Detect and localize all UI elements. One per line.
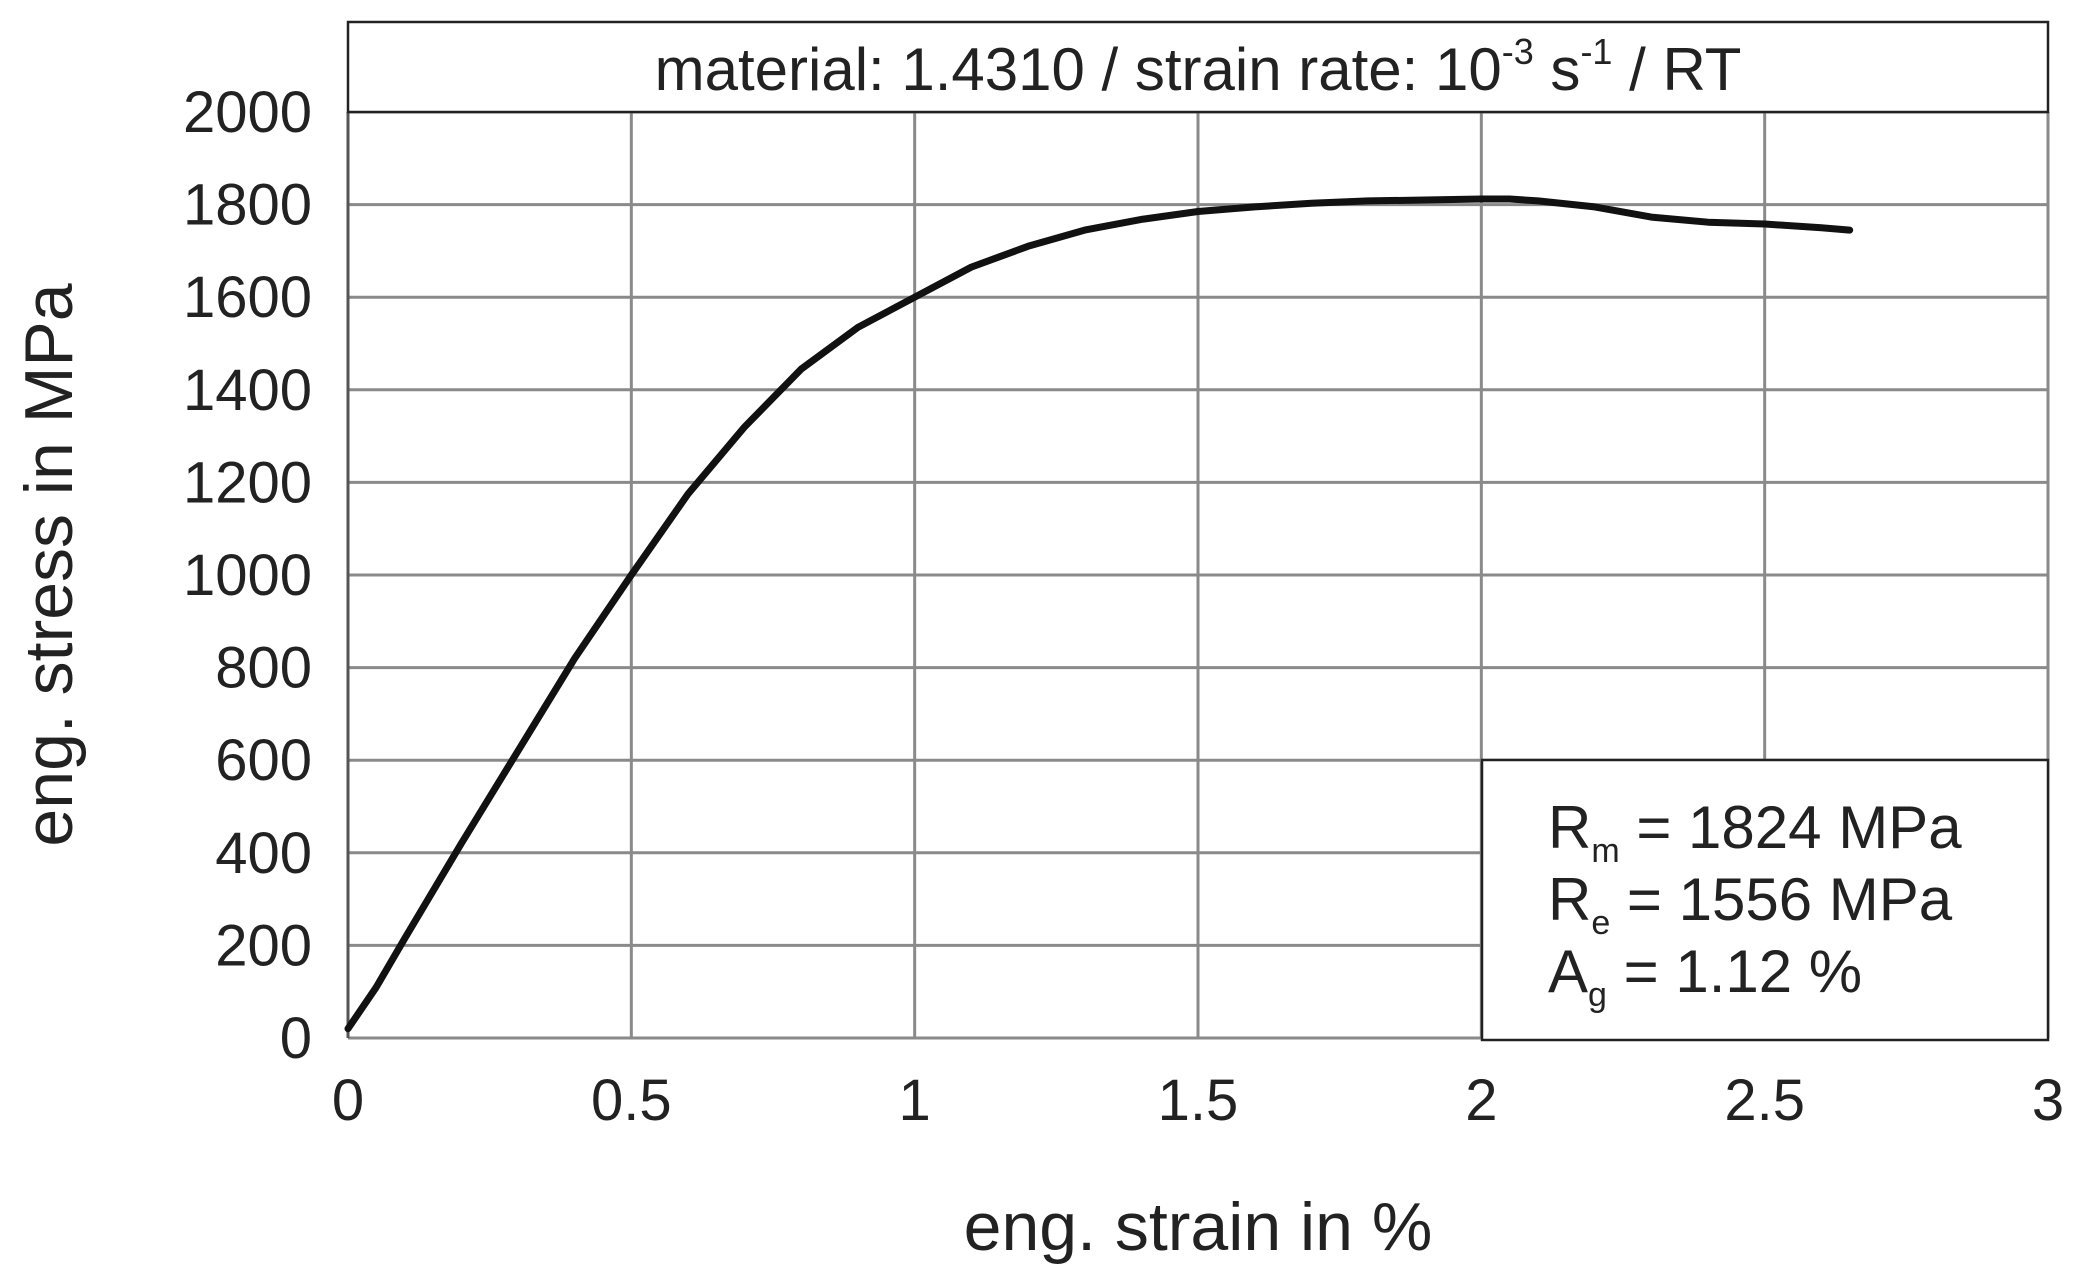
y-tick-label: 1000	[183, 543, 312, 608]
annotation-rm: Rm = 1824 MPa	[1548, 794, 1962, 870]
x-tick-labels: 0 0.5 1 1.5 2 2.5 3	[332, 1068, 2064, 1133]
x-tick-label: 1	[899, 1068, 931, 1133]
title-box	[346, 20, 2050, 114]
y-tick-label: 1400	[183, 358, 312, 423]
chart-title: material: 1.4310 / strain rate: 10-3 s-1…	[655, 31, 1742, 103]
annotation-ag: Ag = 1.12 %	[1548, 938, 1862, 1014]
y-tick-label: 1200	[183, 450, 312, 515]
x-tick-label: 1.5	[1158, 1068, 1239, 1133]
y-tick-label: 1800	[183, 173, 312, 238]
annotation-re: Re = 1556 MPa	[1548, 866, 1953, 942]
y-tick-labels: 0 200 400 600 800 1000 1200 1400 1600 1800 2000	[183, 80, 312, 1071]
y-tick-label: 400	[215, 821, 312, 886]
annotation-box	[1480, 758, 2050, 1042]
y-tick-label: 1600	[183, 265, 312, 330]
y-tick-label: 200	[215, 913, 312, 978]
y-tick-label: 600	[215, 728, 312, 793]
series-line-0	[344, 195, 1854, 1033]
x-tick-label: 0	[332, 1068, 364, 1133]
y-axis-title: eng. stress in MPa	[11, 283, 87, 846]
x-tick-label: 0.5	[591, 1068, 672, 1133]
x-tick-label: 3	[2032, 1068, 2064, 1133]
x-tick-label: 2.5	[1724, 1068, 1805, 1133]
y-tick-label: 0	[280, 1006, 312, 1071]
y-tick-label: 800	[215, 636, 312, 701]
x-tick-label: 2	[1465, 1068, 1497, 1133]
series-group	[344, 195, 1854, 1033]
x-axis-title: eng. strain in %	[964, 1189, 1433, 1265]
y-tick-label: 2000	[183, 80, 312, 145]
